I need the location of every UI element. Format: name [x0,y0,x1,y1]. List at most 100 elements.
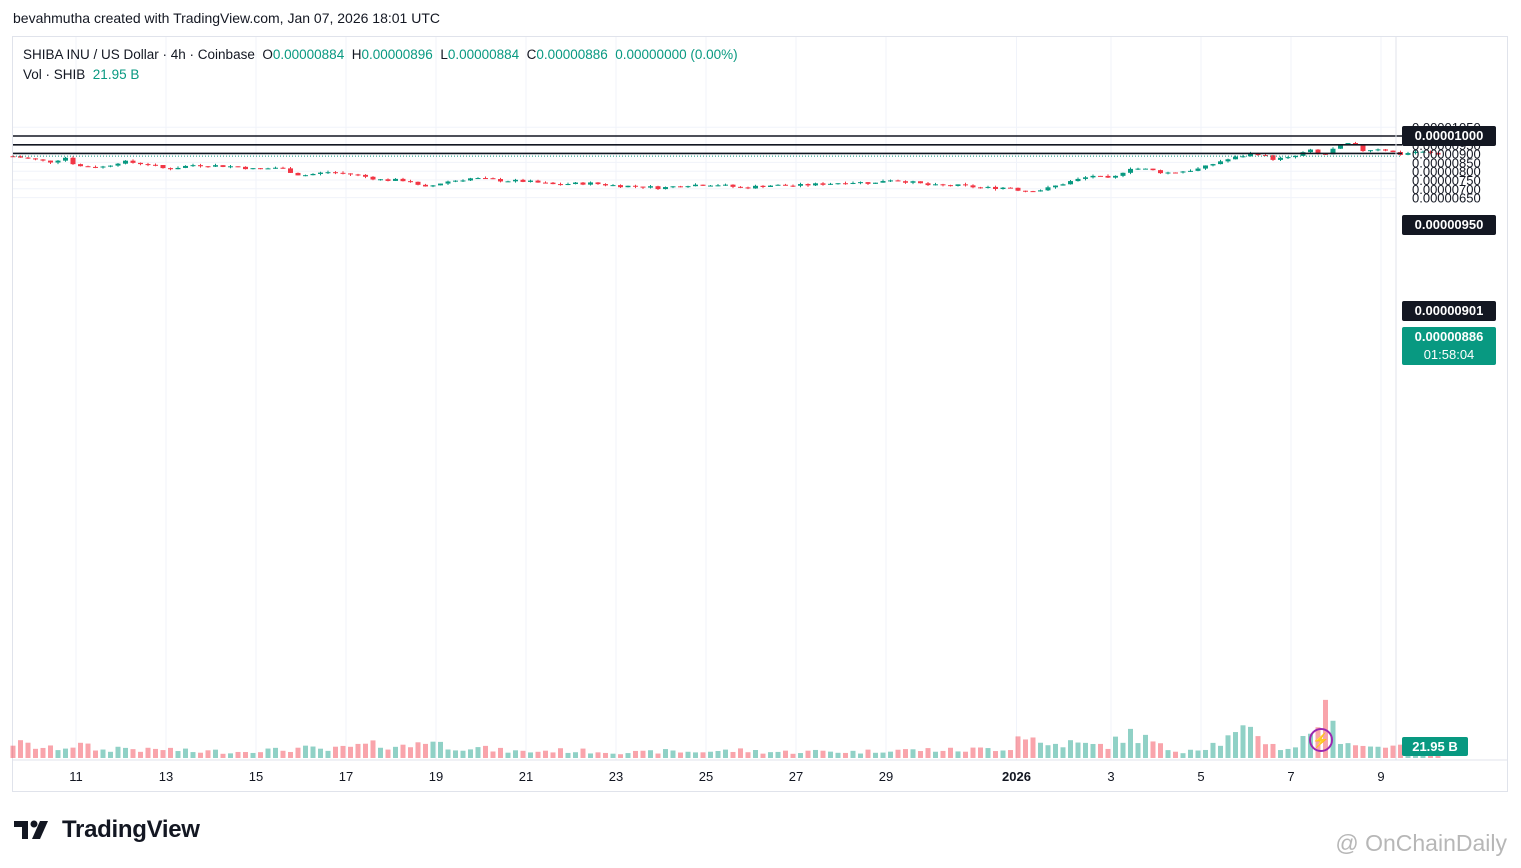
volume-bar [693,752,698,758]
time-axis[interactable]: 11 13 15 17 19 21 23 25 27 29 2026 3 5 7 9 [13,759,1507,784]
candle-body [573,182,578,185]
candle-body [318,172,323,174]
tradingview-logo[interactable]: TradingView [14,816,200,844]
candle-body [1405,153,1411,155]
candle-body [153,164,158,166]
candle-body [820,183,826,185]
legend-close: 0.00000886 [536,47,608,62]
current-price-badge[interactable]: 0.00000886 01:58:04 [1402,327,1496,365]
volume-bar [243,752,248,758]
candle-body [1345,143,1351,145]
volume-bar [1285,748,1291,758]
candle-body [828,183,833,185]
candle-body [1323,153,1328,155]
volume-bar [1000,750,1006,758]
volume-bar [1128,728,1133,758]
candle-body [498,179,503,182]
candle-body [955,184,961,186]
candle-body [303,175,308,177]
candle-body [610,185,616,187]
volume-bar [438,741,443,758]
volume-bar [408,747,413,758]
level-label-950[interactable]: 0.00000950 [1402,215,1496,235]
volume-bar [925,748,931,758]
legend-vol-value: 21.95 B [92,67,140,82]
candle-body [48,160,53,163]
candle-body [858,182,863,184]
candle-body [948,185,953,187]
candle-body [280,167,286,169]
volume-bar [520,750,526,758]
volume-bar [565,752,571,758]
candle-body [265,168,271,170]
candle-body [813,183,818,186]
time-tick-label: 2026 [1002,769,1031,784]
candle-body [933,184,938,186]
candle-body [1248,153,1253,157]
candle-body [100,166,106,168]
level-label-901[interactable]: 0.00000901 [1402,301,1496,321]
volume-bar [1038,742,1043,758]
volume-bar [963,751,968,758]
volume-bar [663,749,668,758]
volume-bar [1330,720,1336,758]
volume-bar [1225,735,1231,758]
volume-bar [1248,726,1253,758]
volume-bar [55,750,61,758]
volume-bar [768,752,773,758]
volume-bar [865,749,871,758]
time-tick-label: 19 [429,769,443,784]
candle-body [228,166,233,168]
candle-body [138,162,143,165]
legend-vol-label[interactable]: Vol · SHIB [23,67,86,82]
candle-body [835,183,841,185]
volume-bar [880,752,886,758]
volume-bar [678,752,683,758]
price-tick-label: 0.00000800 [1412,164,1481,179]
horizontal-levels[interactable] [13,135,1402,157]
lightning-icon[interactable]: ⚡ [1309,728,1333,752]
volume-bar [513,750,518,758]
volume-bar [1300,736,1306,758]
volume-bar [303,745,308,758]
legend-volume-row: Vol · SHIB 21.95 B [23,65,738,85]
candle-body [1120,172,1126,176]
volume-bar [700,752,706,758]
candle-body [355,174,361,176]
volume-bar [1383,747,1388,758]
candle-body [775,184,781,186]
volume-bar [573,752,578,758]
legend-symbol[interactable]: SHIBA INU / US Dollar · 4h · Coinbase [23,47,255,62]
volume-bar [1345,743,1351,758]
volume-bar [265,748,271,758]
candle-body [1128,168,1133,173]
volume-bar [115,746,121,758]
candle-body [340,172,346,174]
volume-bar [715,750,721,758]
volume-bar [70,747,76,758]
volume-bar [1278,750,1283,758]
volume-bar [1023,739,1028,758]
volume-bar [873,752,878,758]
candle-body [655,186,661,190]
candle-body [550,182,556,185]
volume-bar [400,744,406,758]
candle-body [10,156,16,158]
volume-bar [978,747,983,758]
candle-body [250,168,256,170]
candle-body [760,185,766,187]
volume-bar [190,752,196,758]
time-tick-label: 23 [609,769,623,784]
candle-body [393,178,398,181]
candle-body [1030,191,1036,193]
volume-bar [1255,736,1261,758]
volume-bar [498,747,503,758]
candle-body [400,178,406,182]
level-label-1000[interactable]: 0.00001000 [1402,126,1496,146]
legend-ohlc-row: SHIBA INU / US Dollar · 4h · Coinbase O0… [23,45,738,65]
volume-bar [1240,725,1246,758]
candle-body [1233,156,1238,160]
time-tick-label: 3 [1107,769,1114,784]
volume-bar [1165,750,1171,758]
